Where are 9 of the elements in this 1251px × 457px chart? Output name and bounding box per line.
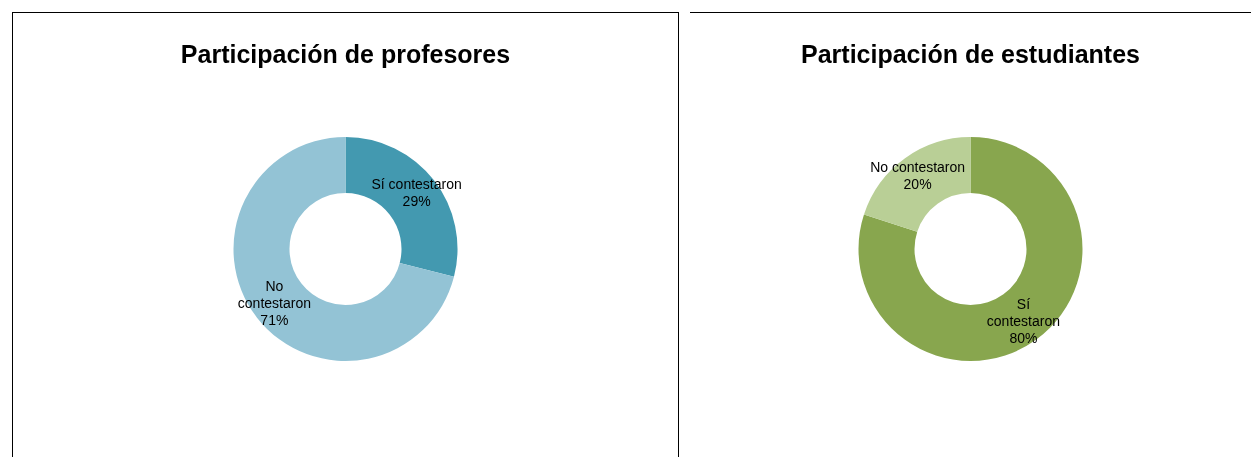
data-label: 80% xyxy=(1009,329,1038,346)
chart-title: Participación de estudiantes xyxy=(801,39,1140,68)
data-label: 20% xyxy=(903,175,932,192)
slice-label: No contestaron xyxy=(870,158,966,175)
slice-label: No contestaron xyxy=(237,278,311,312)
slice-label: Sí contestaron xyxy=(986,295,1060,329)
chart-title: Participación de profesores xyxy=(180,39,511,68)
data-label: 29% xyxy=(402,193,431,210)
data-label: 71% xyxy=(260,312,289,329)
